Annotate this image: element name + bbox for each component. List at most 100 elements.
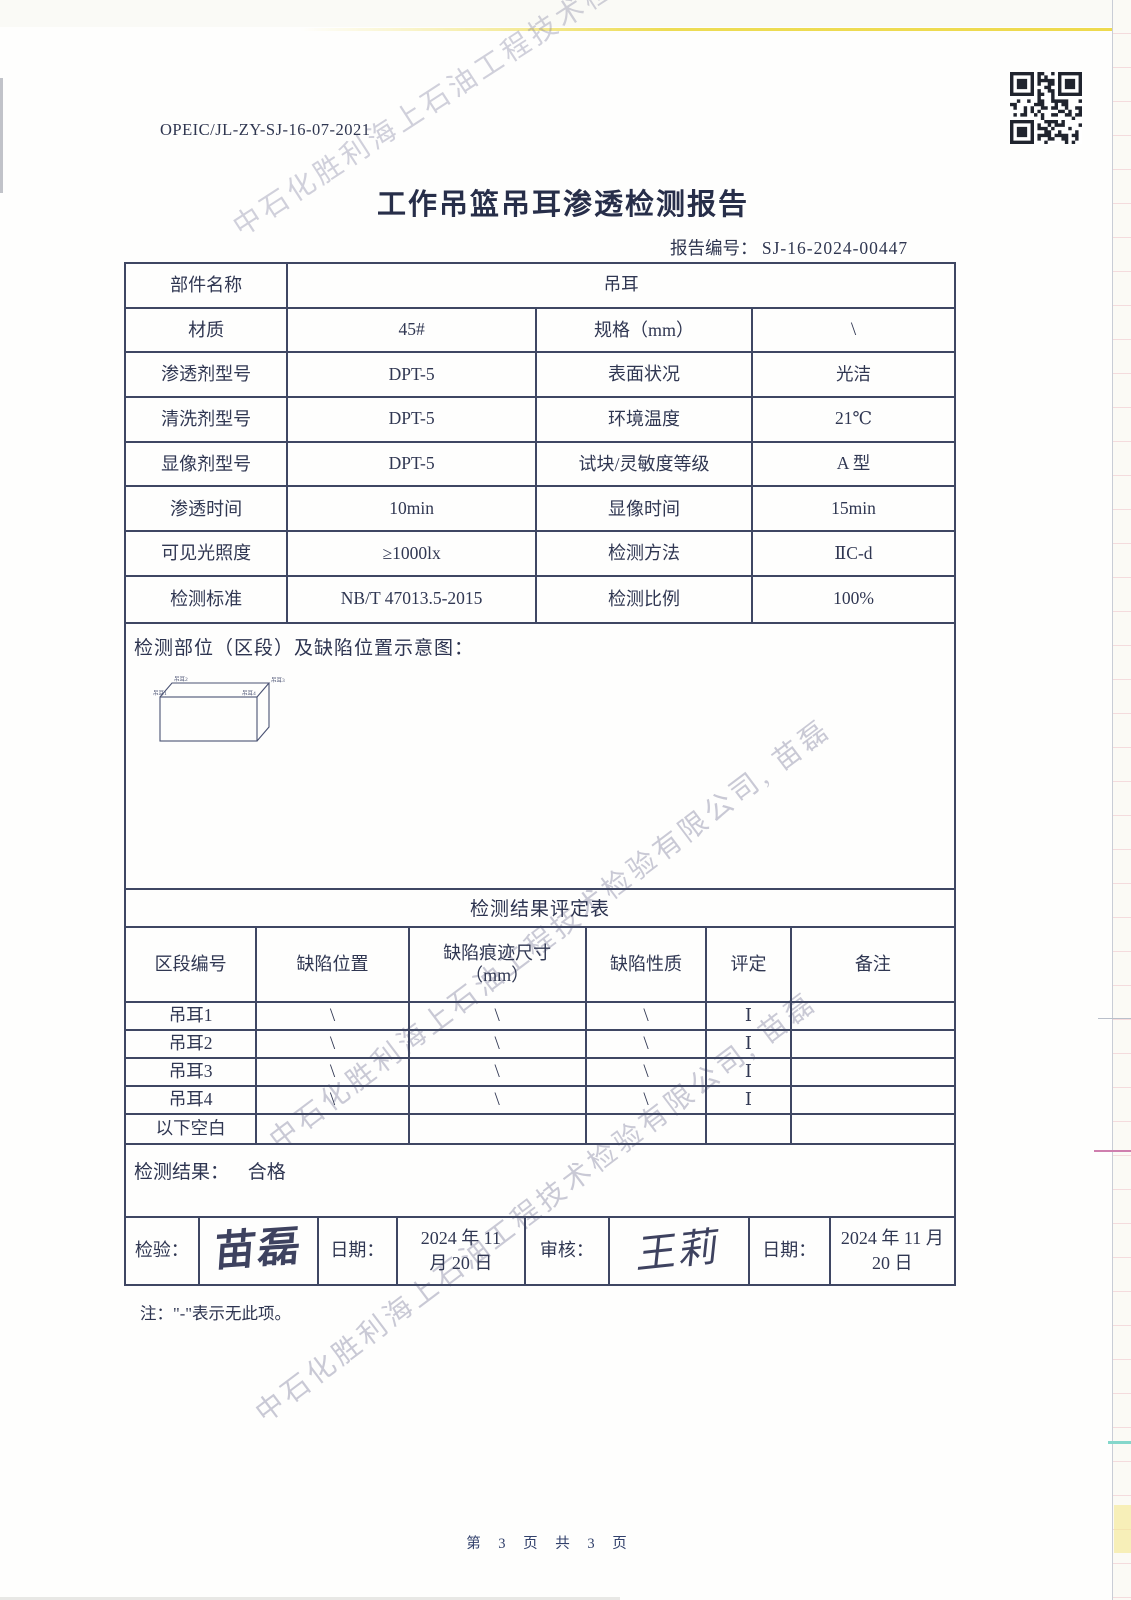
info-table: 部件名称 吊耳 材质 45# 规格（mm） \ 渗透剂型号 DPT-5 表面状况… xyxy=(126,264,954,624)
qr-code-icon xyxy=(1010,72,1082,144)
report-number-label: 报告编号： xyxy=(670,238,758,258)
rating-value: Ⅰ xyxy=(707,1030,792,1059)
defect-position: \ xyxy=(257,1086,410,1115)
inspector-signature: 苗磊 xyxy=(212,1224,304,1277)
document-number: OPEIC/JL-ZY-SJ-16-07-2021 xyxy=(160,120,371,139)
part-diagram: 吊耳1 吊耳2 吊耳3 吊耳4 xyxy=(152,670,292,763)
review-date: 2024 年 11 月 20 日 xyxy=(831,1218,954,1284)
test-result-value: 合格 xyxy=(247,1161,286,1183)
defect-size: \ xyxy=(409,1030,587,1059)
info-value: A 型 xyxy=(752,443,954,488)
results-header: 备注 xyxy=(854,953,891,974)
results-body: 吊耳1 \ \ \ Ⅰ 吊耳2 \ \ \ Ⅰ 吊耳3 \ \ \ Ⅰ 吊耳4 … xyxy=(126,1002,954,1145)
inspector-label: 检验： xyxy=(126,1217,200,1284)
info-value: NB/T 47013.5-2015 xyxy=(288,576,537,622)
lug-label: 吊耳3 xyxy=(271,677,285,684)
scan-yellow-highlight-line xyxy=(300,28,1115,31)
report-number-line: 报告编号： SJ-16-2024-00447 xyxy=(670,235,908,260)
empty-cell xyxy=(257,1114,410,1143)
remark-cell xyxy=(791,1087,954,1115)
test-result-label: 检测结果： xyxy=(134,1161,230,1183)
info-value: ≥1000lx xyxy=(288,532,537,577)
date-line: 2024 年 11 xyxy=(420,1228,502,1249)
info-value: 光洁 xyxy=(752,353,954,399)
scan-left-edge-mark xyxy=(0,78,3,193)
info-value: 45# xyxy=(288,308,537,354)
remark-cell xyxy=(791,1003,954,1031)
date-line: 2024 年 11 月 xyxy=(840,1228,944,1249)
signoff-row: 检验： 苗磊 日期： 2024 年 11 月 20 日 审核： 王莉 日期： 2… xyxy=(126,1217,954,1284)
info-label: 显像剂型号 xyxy=(126,442,289,488)
rating-value: Ⅰ xyxy=(707,1002,792,1031)
segment-id: 吊耳4 xyxy=(126,1086,258,1115)
report-number: SJ-16-2024-00447 xyxy=(761,238,909,258)
empty-cell xyxy=(587,1114,708,1143)
info-value: DPT-5 xyxy=(288,353,537,399)
results-table-title: 检测结果评定表 xyxy=(126,890,954,928)
rating-value: Ⅰ xyxy=(707,1058,792,1087)
defect-nature: \ xyxy=(586,1058,708,1087)
segment-id: 吊耳3 xyxy=(126,1058,258,1087)
empty-row-label: 以下空白 xyxy=(126,1114,258,1143)
results-header: 评定 xyxy=(707,927,792,1001)
scan-edge-yellow-mark xyxy=(1114,1505,1131,1553)
info-label: 环境温度 xyxy=(537,398,753,443)
info-label: 清洗剂型号 xyxy=(126,398,289,443)
date-label: 日期： xyxy=(750,1217,831,1284)
segment-id: 吊耳2 xyxy=(126,1030,258,1059)
reviewer-label: 审核： xyxy=(526,1217,610,1284)
results-header: 缺陷性质 xyxy=(587,927,708,1001)
page-title: 工作吊篮吊耳渗透检测报告 xyxy=(376,189,749,221)
info-label: 检测方法 xyxy=(537,532,753,577)
empty-cell xyxy=(410,1114,587,1143)
remark-cell xyxy=(791,1059,954,1087)
report-table: 部件名称 吊耳 材质 45# 规格（mm） \ 渗透剂型号 DPT-5 表面状况… xyxy=(124,262,956,1286)
page-footer: 第 3 页 共 3 页 xyxy=(466,1536,634,1552)
scan-page-edge-strip xyxy=(1112,0,1131,1600)
info-label: 渗透剂型号 xyxy=(126,353,289,399)
scan-top-haze xyxy=(0,0,1131,27)
info-label: 材质 xyxy=(126,308,289,354)
info-value: \ xyxy=(752,309,954,354)
scan-edge-pink-mark xyxy=(1094,1150,1131,1152)
defect-position: \ xyxy=(257,1030,410,1059)
scan-edge-cyan-mark xyxy=(1108,1441,1131,1444)
results-header-line: （mm） xyxy=(465,965,530,985)
info-value: DPT-5 xyxy=(288,398,537,443)
defect-position: \ xyxy=(257,1058,410,1087)
info-label: 渗透时间 xyxy=(126,487,289,533)
defect-size: \ xyxy=(409,1058,587,1087)
remark-cell xyxy=(791,1031,954,1059)
info-value: 100% xyxy=(833,588,874,609)
date-line: 月 20 日 xyxy=(429,1252,493,1273)
date-line: 20 日 xyxy=(872,1252,913,1273)
defect-position: \ xyxy=(257,1002,410,1031)
defect-size: \ xyxy=(409,1002,587,1031)
results-header-line: 缺陷痕迹尺寸 xyxy=(443,942,552,963)
rating-value: Ⅰ xyxy=(707,1086,792,1115)
info-value: DPT-5 xyxy=(288,442,537,488)
info-value: 吊耳 xyxy=(288,264,954,309)
info-value: 21℃ xyxy=(752,398,954,443)
info-label: 部件名称 xyxy=(126,264,289,309)
info-label: 可见光照度 xyxy=(126,532,289,577)
lug-label: 吊耳2 xyxy=(174,676,188,683)
diagram-section-title: 检测部位（区段）及缺陷位置示意图： xyxy=(134,637,475,659)
info-label: 显像时间 xyxy=(537,487,753,533)
results-header: 区段编号 xyxy=(126,927,258,1001)
info-value: 10min xyxy=(288,487,537,533)
test-result-line: 检测结果： 合格 xyxy=(126,1145,954,1218)
inspect-date: 2024 年 11 月 20 日 xyxy=(398,1217,527,1284)
results-header: 缺陷痕迹尺寸 （mm） xyxy=(410,927,587,1001)
scan-edge-gray-mark xyxy=(1098,1018,1131,1019)
footnote: 注："-"表示无此项。 xyxy=(140,1304,291,1323)
diagram-section: 检测部位（区段）及缺陷位置示意图： 吊耳1 吊耳2 吊耳3 吊耳4 xyxy=(126,624,954,890)
reviewer-signature: 王莉 xyxy=(634,1222,724,1278)
lug-label: 吊耳4 xyxy=(242,690,256,697)
info-label: 试块/灵敏度等级 xyxy=(537,442,753,488)
lug-label: 吊耳1 xyxy=(153,690,167,697)
defect-size: \ xyxy=(409,1086,587,1115)
info-value: 15min xyxy=(752,487,954,533)
info-value: ⅡC-d xyxy=(752,532,954,577)
